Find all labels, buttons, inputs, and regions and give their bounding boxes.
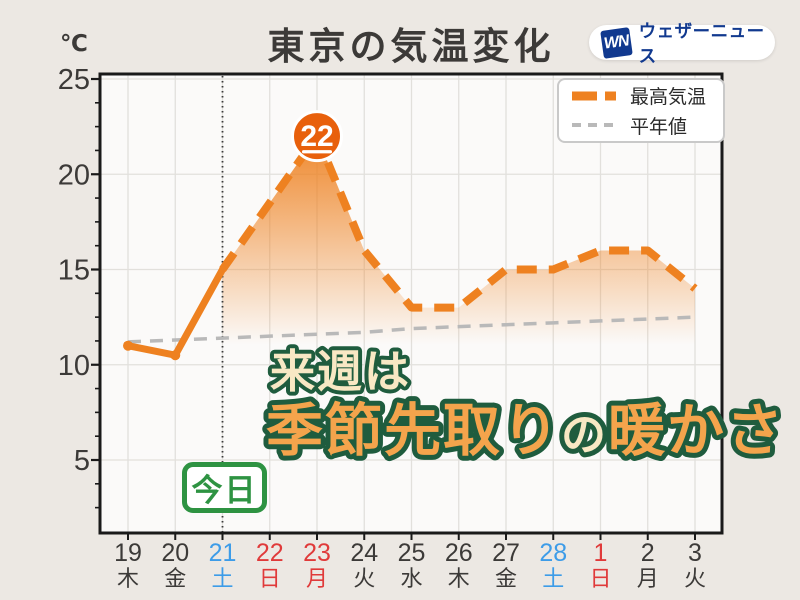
x-tick-date-label: 22 (256, 539, 284, 567)
x-tick-date-label: 19 (114, 539, 142, 567)
x-tick-date-label: 26 (445, 539, 473, 567)
max-temp-line-forecast (219, 132, 698, 312)
y-tick-label: 15 (58, 255, 90, 287)
peak-value-label: 22 (300, 120, 333, 153)
y-tick-label: 20 (58, 159, 90, 191)
logo-name: ウェザーニュース (638, 20, 765, 66)
x-tick-date-label: 28 (539, 539, 567, 567)
peak-value-bubble (291, 110, 343, 163)
caption-line2: 季節先取りの暖かさ (266, 399, 785, 463)
plot-frame (98, 72, 724, 535)
y-tick-label: 10 (58, 350, 90, 382)
x-tick-weekday-label: 火 (684, 566, 706, 591)
x-tick-weekday-label: 土 (211, 566, 233, 591)
x-tick-weekday-label: 日 (259, 566, 281, 591)
x-tick-weekday-label: 水 (400, 566, 422, 591)
weathernews-logo: WN ウェザーニュース (589, 21, 775, 66)
x-tick-date-label: 25 (398, 539, 426, 567)
caption-line2-seg3: 暖かさ (608, 399, 785, 463)
x-tick-date-label: 20 (161, 539, 189, 567)
x-tick-weekday-label: 木 (448, 566, 470, 591)
x-tick-date-label: 21 (209, 539, 237, 567)
caption: 来週は 季節先取りの暖かさ (261, 342, 788, 468)
y-tick-label: 5 (74, 445, 90, 477)
observed-point-marker (170, 350, 181, 361)
x-tick-weekday-label: 金 (495, 566, 517, 591)
x-tick-weekday-label: 金 (164, 566, 186, 591)
x-tick-date-label: 24 (350, 539, 378, 567)
x-tick-weekday-label: 土 (542, 566, 564, 591)
x-tick-date-label: 3 (688, 539, 702, 567)
x-tick-weekday-label: 火 (353, 566, 375, 591)
y-axis-unit-label: ℃ (60, 30, 88, 56)
normal-dash-swatch (572, 123, 616, 128)
wn-logo-icon: WN (600, 26, 633, 59)
today-label-badge: 今日 (182, 462, 267, 513)
caption-line2-seg2: の (561, 409, 608, 460)
legend-item-max-temp: 最高気温 (571, 82, 723, 109)
observed-point-marker (123, 340, 133, 351)
x-tick-weekday-label: 木 (117, 566, 139, 591)
legend: 最高気温 平年値 (557, 78, 725, 143)
x-tick-date-label: 2 (641, 539, 655, 567)
page-title: 東京の気温変化 (267, 26, 555, 67)
legend-label-normal: 平年値 (630, 116, 688, 138)
y-tick-label: 25 (58, 64, 90, 96)
legend-label-max-temp: 最高気温 (630, 87, 707, 109)
max-temp-area-fill (222, 136, 695, 345)
x-tick-date-label: 1 (594, 539, 608, 567)
caption-line2-seg1: 季節先取り (266, 399, 561, 463)
x-tick-date-label: 27 (492, 539, 520, 567)
normal-value-line (127, 315, 696, 344)
legend-item-normal: 平年値 (571, 112, 723, 139)
x-tick-weekday-label: 月 (306, 566, 328, 591)
x-tick-weekday-label: 日 (589, 566, 611, 591)
max-temp-dash-swatch (572, 91, 618, 101)
x-tick-weekday-label: 月 (637, 566, 659, 591)
x-tick-date-label: 23 (303, 539, 331, 567)
peak-value-underline (302, 150, 332, 154)
caption-line1: 来週は (270, 346, 411, 397)
